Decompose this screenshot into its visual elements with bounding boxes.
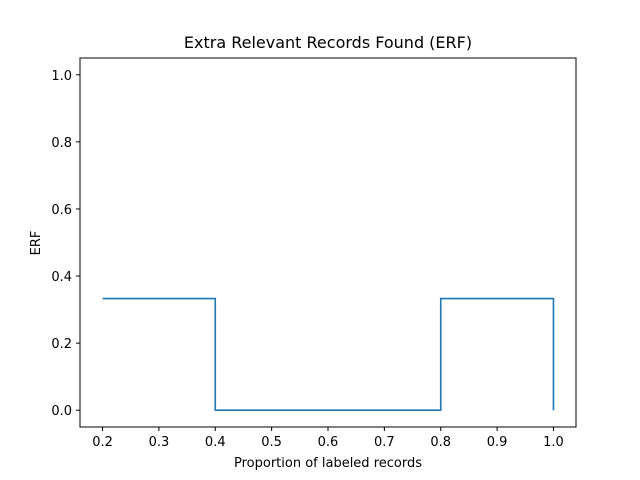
- x-tick-label: 0.6: [318, 435, 339, 450]
- x-tick-label: 0.8: [430, 435, 451, 450]
- y-tick-label: 0.2: [51, 337, 72, 352]
- x-tick-label: 0.9: [487, 435, 508, 450]
- y-tick-label: 0.6: [51, 203, 72, 218]
- y-tick-label: 0.4: [51, 270, 72, 285]
- x-tick-label: 0.2: [92, 435, 113, 450]
- y-tick-label: 1.0: [51, 69, 72, 84]
- y-tick-label: 0.0: [51, 404, 72, 419]
- x-tick-label: 0.3: [149, 435, 170, 450]
- x-tick-label: 1.0: [543, 435, 564, 450]
- x-tick-label: 0.5: [261, 435, 282, 450]
- x-axis-label: Proportion of labeled records: [234, 456, 422, 471]
- y-tick-label: 0.8: [51, 136, 72, 151]
- chart-title: Extra Relevant Records Found (ERF): [184, 33, 472, 52]
- series-line-0: [102, 297, 555, 412]
- x-tick-label: 0.7: [374, 435, 395, 450]
- plot-area: 0.2 0.3 0.4 0.5 0.6 0.7 0.8 0.9 1.0 0.0 0.2 0.4 0.6 0…: [51, 57, 577, 450]
- x-tick-label: 0.4: [205, 435, 226, 450]
- y-axis-label: ERF: [29, 231, 44, 256]
